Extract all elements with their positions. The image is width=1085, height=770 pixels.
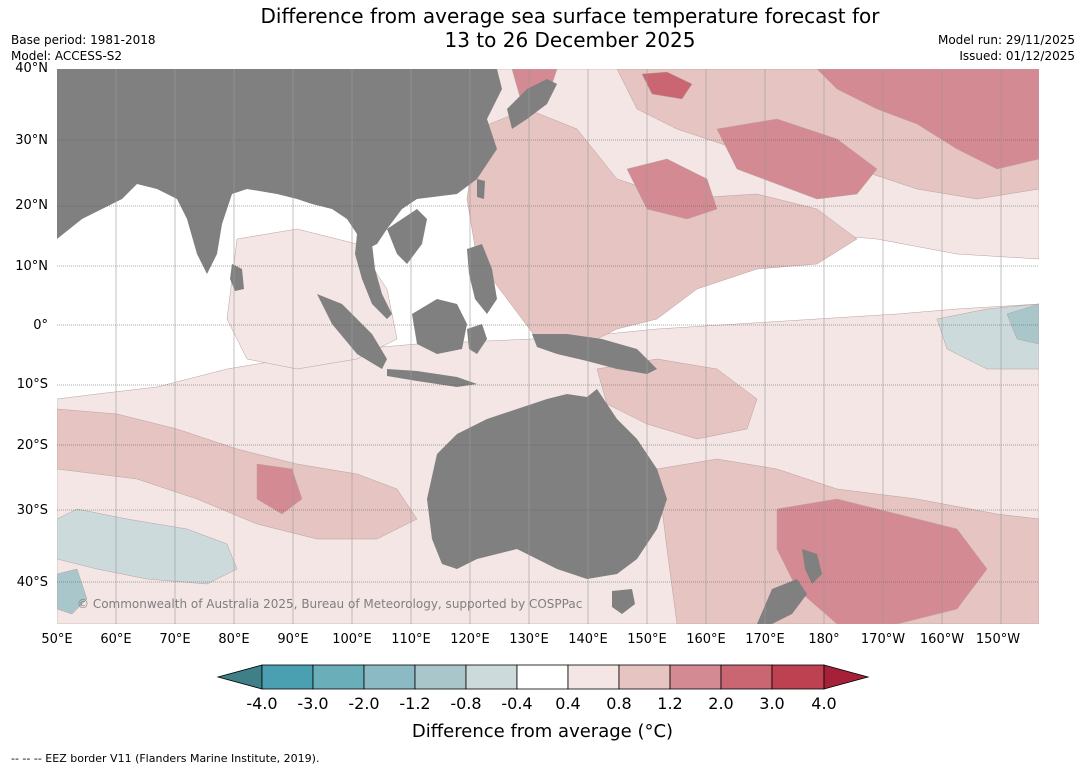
sst-anomaly-map <box>57 69 1039 624</box>
colorbar-segment-1 <box>261 664 314 690</box>
colorbar-extend-low <box>216 664 263 690</box>
lat-label-20n: 20°N <box>15 198 48 213</box>
land-masses <box>57 69 822 624</box>
metadata-left: Base period: 1981-2018 Model: ACCESS-S2 <box>11 32 156 64</box>
anomaly-region-central-pacific-warm <box>716 118 878 200</box>
anomaly-region-coral-sea-medium <box>596 358 758 440</box>
taiwan <box>477 179 485 199</box>
new-guinea <box>532 334 657 374</box>
meridians <box>115 69 1002 624</box>
philippines <box>467 244 497 314</box>
lon-label-150w: 150°W <box>975 632 1021 647</box>
sri-lanka <box>230 264 244 291</box>
eez-legend-note: -- -- -- EEZ border V11 (Flanders Marine… <box>11 752 320 765</box>
lon-label-50e: 50°E <box>41 632 73 647</box>
colorbar-segment-7 <box>567 664 620 690</box>
lat-label-20s: 20°S <box>16 438 48 453</box>
borneo <box>412 299 467 354</box>
lon-label-170w: 170°W <box>860 632 906 647</box>
colorbar <box>216 664 870 690</box>
colorbar-tick-3: 3.0 <box>759 694 785 713</box>
australia <box>427 389 667 579</box>
model-name: Model: ACCESS-S2 <box>11 49 123 63</box>
colorbar-tick-0-8: 0.8 <box>606 694 632 713</box>
tasmania <box>612 589 635 614</box>
lat-label-10s: 10°S <box>16 377 48 392</box>
anomaly-region-north-pacific-hot <box>641 71 693 100</box>
colorbar-segment-4 <box>414 664 467 690</box>
java <box>387 369 477 387</box>
anomaly-regions <box>57 69 1039 624</box>
lon-label-60e: 60°E <box>100 632 132 647</box>
lon-label-90e: 90°E <box>277 632 309 647</box>
new-zealand-south <box>757 579 807 624</box>
colorbar-tick-neg2: -2.0 <box>348 694 380 713</box>
colorbar-tick-neg3: -3.0 <box>297 694 329 713</box>
colorbar-segment-10 <box>720 664 773 690</box>
colorbar-segment-6 <box>516 664 569 690</box>
lat-label-30n: 30°N <box>15 133 48 148</box>
base-period: Base period: 1981-2018 <box>11 33 156 47</box>
lon-label-140e: 140°E <box>568 632 608 647</box>
anomaly-region-north-pacific-warm <box>816 69 1039 170</box>
colorbar-tick-1-2: 1.2 <box>657 694 683 713</box>
lon-label-150e: 150°E <box>627 632 667 647</box>
lon-label-130e: 130°E <box>509 632 549 647</box>
new-zealand-north <box>802 549 822 584</box>
anomaly-region-east-pacific-cooler <box>1006 303 1039 345</box>
anomaly-region-south-indian-medium <box>57 408 418 540</box>
anomaly-region-southern-ocean-cooler <box>57 568 88 615</box>
lat-label-30s: 30°S <box>16 503 48 518</box>
lon-label-170e: 170°E <box>745 632 785 647</box>
metadata-right: Model run: 29/11/2025 Issued: 01/12/2025 <box>938 32 1075 64</box>
anomaly-region-south-west-indian-cool <box>57 508 238 585</box>
japan <box>507 79 557 129</box>
colorbar-label: Difference from average (°C) <box>411 721 674 742</box>
lon-label-160w: 160°W <box>919 632 965 647</box>
indochina <box>387 209 427 264</box>
asia-mainland <box>57 69 502 274</box>
issued-date: Issued: 01/12/2025 <box>959 49 1075 63</box>
lon-label-100e: 100°E <box>332 632 372 647</box>
anomaly-region-west-pacific-medium <box>466 108 858 350</box>
colorbar-tick-4: 4.0 <box>811 694 837 713</box>
lon-label-80e: 80°E <box>218 632 250 647</box>
lat-label-10n: 10°N <box>15 259 48 274</box>
lat-label-0: 0° <box>33 318 48 333</box>
anomaly-region-south-indian-warm <box>256 463 303 515</box>
title-line-2: 13 to 26 December 2025 <box>444 28 696 52</box>
lon-label-110e: 110°E <box>391 632 431 647</box>
colorbar-extend-high <box>823 664 870 690</box>
lon-label-180: 180° <box>808 632 840 647</box>
title-line-1: Difference from average sea surface temp… <box>260 4 880 28</box>
graticule <box>57 139 1039 583</box>
lat-label-40n: 40°N <box>15 61 48 76</box>
anomaly-region-tasman-warm <box>776 498 988 624</box>
colorbar-tick-neg1-2: -1.2 <box>399 694 431 713</box>
colorbar-segment-8 <box>618 664 671 690</box>
colorbar-segment-9 <box>669 664 722 690</box>
model-run: Model run: 29/11/2025 <box>937 33 1075 47</box>
lat-label-40s: 40°S <box>16 575 48 590</box>
colorbar-tick-neg4: -4.0 <box>246 694 278 713</box>
lon-label-160e: 160°E <box>686 632 726 647</box>
colorbar-tick-2: 2.0 <box>708 694 734 713</box>
colorbar-tick-neg0-8: -0.8 <box>450 694 482 713</box>
colorbar-segment-11 <box>771 664 825 690</box>
colorbar-tick-0-4: 0.4 <box>555 694 581 713</box>
colorbar-segment-3 <box>363 664 416 690</box>
colorbar-segment-5 <box>465 664 518 690</box>
colorbar-tick-neg0-4: -0.4 <box>501 694 533 713</box>
copyright-notice: © Commonwealth of Australia 2025, Bureau… <box>77 597 583 611</box>
lon-label-120e: 120°E <box>450 632 490 647</box>
lon-label-70e: 70°E <box>159 632 191 647</box>
colorbar-segment-2 <box>312 664 365 690</box>
sulawesi <box>467 324 487 354</box>
malay-peninsula <box>355 234 392 319</box>
map-title: Difference from average sea surface temp… <box>0 4 1085 52</box>
